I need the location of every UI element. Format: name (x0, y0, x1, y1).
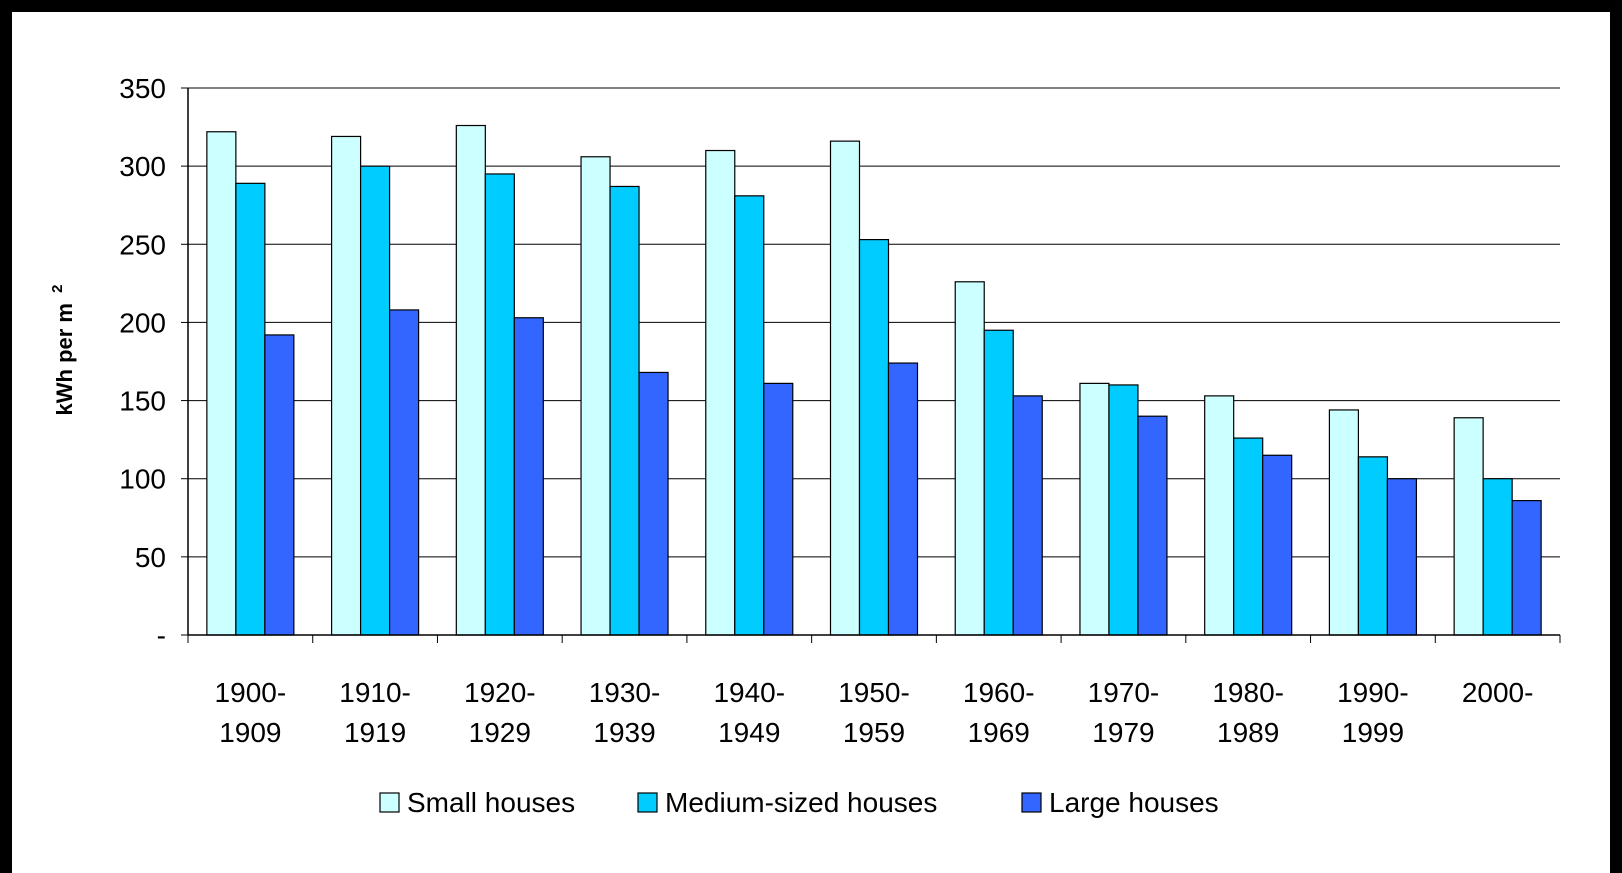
bar (455, 124, 486, 636)
x-tick-label: 1999 (1342, 717, 1404, 748)
bar (705, 149, 736, 636)
bar (1108, 384, 1139, 636)
legend: Small houses Medium-sized houses Large hou… (379, 787, 1219, 818)
x-tick-label: 1959 (843, 717, 905, 748)
bar (580, 156, 611, 636)
x-tick-label: 1910- (339, 677, 411, 708)
bar (954, 281, 985, 636)
bar (330, 135, 362, 636)
bar-chart: - 50 100 150 200 250 300 350 1900- 1909 1910- 1919… (49, 73, 1561, 818)
x-tick-label: 1939 (593, 717, 655, 748)
x-tick-label: 1929 (469, 717, 531, 748)
x-tick-label: 2000- (1462, 677, 1534, 708)
legend-label: Medium-sized houses (665, 787, 937, 818)
x-tick-label: 1980- (1212, 677, 1284, 708)
x-tick-label: 1970- (1088, 677, 1160, 708)
bar (887, 362, 919, 636)
bar (1453, 417, 1484, 636)
legend-label: Large houses (1049, 787, 1219, 818)
chart-frame: - 50 100 150 200 250 300 350 1900- 1909 1910- 1919… (12, 12, 1610, 873)
bar (1482, 478, 1513, 636)
bar (1511, 499, 1542, 636)
x-tick-label: 1909 (219, 717, 281, 748)
x-tick-label: 1930- (589, 677, 661, 708)
bar (1357, 456, 1389, 636)
axes (187, 88, 1561, 643)
y-tick-labels: - 50 100 150 200 250 300 350 (119, 73, 166, 651)
x-tick-label: 1989 (1217, 717, 1279, 748)
y-axis-label-superscript: 2 (49, 285, 66, 293)
bar (1012, 395, 1043, 636)
bar (829, 140, 861, 636)
bar (1233, 437, 1264, 636)
bar (1204, 395, 1235, 636)
y-tick-label: 200 (119, 307, 166, 338)
bar (1386, 478, 1418, 636)
y-axis-label: kWh per m 2 (49, 285, 77, 416)
bar (1079, 382, 1110, 636)
bar (1137, 415, 1168, 636)
bar (1328, 409, 1360, 636)
bar (359, 165, 391, 636)
bar (206, 131, 237, 636)
y-tick-label: 150 (119, 386, 166, 417)
bar (484, 173, 515, 636)
legend-swatch (379, 792, 400, 813)
y-tick-label: - (157, 620, 166, 651)
y-tick-label: 300 (119, 151, 166, 182)
x-tick-label: 1950- (838, 677, 910, 708)
x-tick-label: 1979 (1092, 717, 1154, 748)
legend-swatch (1021, 792, 1042, 813)
bar (983, 329, 1014, 636)
bar (638, 371, 669, 636)
y-axis-label-text: kWh per m (52, 303, 77, 415)
bar (734, 195, 765, 636)
x-tick-label: 1919 (344, 717, 406, 748)
x-tick-label: 1920- (464, 677, 536, 708)
bar (858, 238, 890, 636)
x-tick-label: 1969 (968, 717, 1030, 748)
bar (388, 309, 420, 636)
legend-swatch (637, 792, 658, 813)
x-tick-label: 1990- (1337, 677, 1409, 708)
legend-label: Small houses (407, 787, 575, 818)
y-tick-label: 250 (119, 229, 166, 260)
bar (513, 317, 544, 636)
bars (206, 124, 1542, 636)
bar (763, 382, 794, 636)
x-tick-label: 1949 (718, 717, 780, 748)
bar (609, 185, 640, 636)
y-tick-label: 100 (119, 464, 166, 495)
bar (235, 182, 266, 636)
x-tick-labels: 1900- 1909 1910- 1919 1920- 1929 1930- 1939 1940… (215, 677, 1534, 748)
y-tick-label: 350 (119, 73, 166, 104)
x-tick-label: 1900- (215, 677, 287, 708)
y-tick-label: 50 (135, 542, 166, 573)
bar (264, 334, 295, 636)
bar (1262, 454, 1293, 636)
x-tick-label: 1940- (713, 677, 785, 708)
x-tick-label: 1960- (963, 677, 1035, 708)
